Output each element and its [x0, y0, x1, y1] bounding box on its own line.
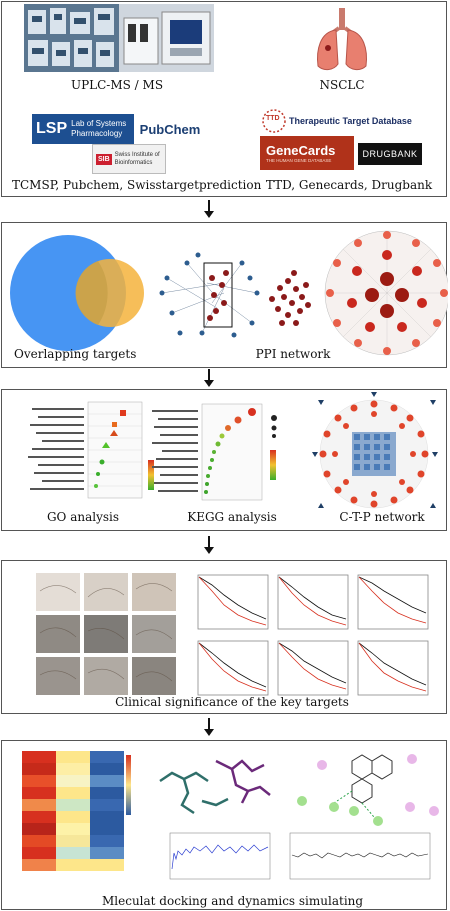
lsp-mark: LSP — [36, 120, 68, 137]
network-illustrations — [10, 230, 448, 356]
overlap-label: Overlapping targets — [14, 347, 137, 361]
sib-mark: SIB — [96, 153, 112, 165]
down-arrow-icon — [204, 200, 214, 218]
pubchem-text: PubChem — [139, 121, 201, 137]
lsp-text-line1: Lab of Systems — [71, 119, 127, 128]
ttd-logo: TTD Therapeutic Target Database — [262, 108, 412, 134]
down-arrow-icon — [204, 536, 214, 554]
docking-label: Mleculat docking and dynamics simulating — [102, 894, 364, 908]
md-trajectory-plots — [169, 832, 431, 880]
genecards-text: GeneCards — [266, 143, 336, 158]
uplc-photo-illustration — [24, 4, 214, 72]
lsp-text-line2: Pharmacology — [71, 129, 123, 138]
interaction-2d-diagram — [297, 754, 439, 826]
ttd-mark: TTD — [266, 115, 280, 122]
sib-text-line1: Swiss Institute of — [114, 152, 160, 158]
ihc-image-grid — [30, 569, 178, 697]
ctp-network — [312, 392, 438, 509]
data-collection-panel: UPLC-MS / MS NSCLC LSP Lab of Systems Ph… — [1, 1, 447, 197]
enrichment-illustrations — [28, 392, 438, 509]
ppi-label: PPI network — [255, 347, 331, 361]
go-dotplot — [28, 401, 154, 499]
sib-logo: SIB Swiss Institute of Bioinformatics — [92, 144, 166, 174]
genecards-logo: GeneCards THE HUMAN GENE DATABASE — [260, 136, 354, 170]
docking-illustrations — [22, 751, 439, 880]
right-sources-caption: TTD, Genecards, Drugbank — [265, 178, 433, 192]
ctp-label: C-T-P network — [339, 510, 425, 524]
docking-panel: Mleculat docking and dynamics simulating — [1, 740, 447, 910]
kegg-dotplot — [152, 403, 277, 501]
left-sources-caption: TCMSP, Pubchem, Swisstargetprediction — [12, 178, 262, 192]
clinical-panel: Clinical significance of the key targets — [1, 560, 447, 714]
lung-icon — [317, 8, 367, 71]
ppi-network-circular — [324, 230, 448, 356]
lsp-logo: LSP Lab of Systems Pharmacology — [32, 114, 134, 144]
docking-molecules — [159, 759, 271, 815]
go-label: GO analysis — [46, 510, 120, 524]
down-arrow-icon — [204, 718, 214, 736]
kegg-label: KEGG analysis — [187, 510, 277, 524]
clinical-illustrations — [30, 569, 429, 697]
clinical-label: Clinical significance of the key targets — [115, 695, 349, 709]
network-panel: Overlapping targets PPI network — [1, 222, 448, 368]
nsclc-label: NSCLC — [319, 78, 365, 92]
survival-curves — [197, 574, 429, 696]
pubchem-logo: PubChem — [138, 118, 202, 140]
down-arrow-icon — [204, 369, 214, 387]
ttd-icon — [262, 109, 286, 133]
ppi-network-wide — [159, 252, 260, 338]
enrichment-panel: GO analysis KEGG analysis C-T-P network — [1, 389, 447, 531]
lung-illustration — [314, 6, 370, 74]
uplc-label: UPLC-MS / MS — [70, 78, 164, 92]
ppi-network-cluster — [269, 270, 311, 326]
ttd-title: Therapeutic Target Database — [289, 116, 412, 126]
drugbank-text: DRUGBANK — [362, 149, 418, 159]
sib-text-line2: Bioinformatics — [114, 160, 153, 166]
docking-heatmap — [22, 751, 131, 871]
drugbank-logo: DRUGBANK — [358, 143, 422, 165]
genecards-subtitle: THE HUMAN GENE DATABASE — [266, 158, 332, 163]
venn-diagram — [10, 235, 144, 351]
uplc-photo — [24, 4, 214, 72]
